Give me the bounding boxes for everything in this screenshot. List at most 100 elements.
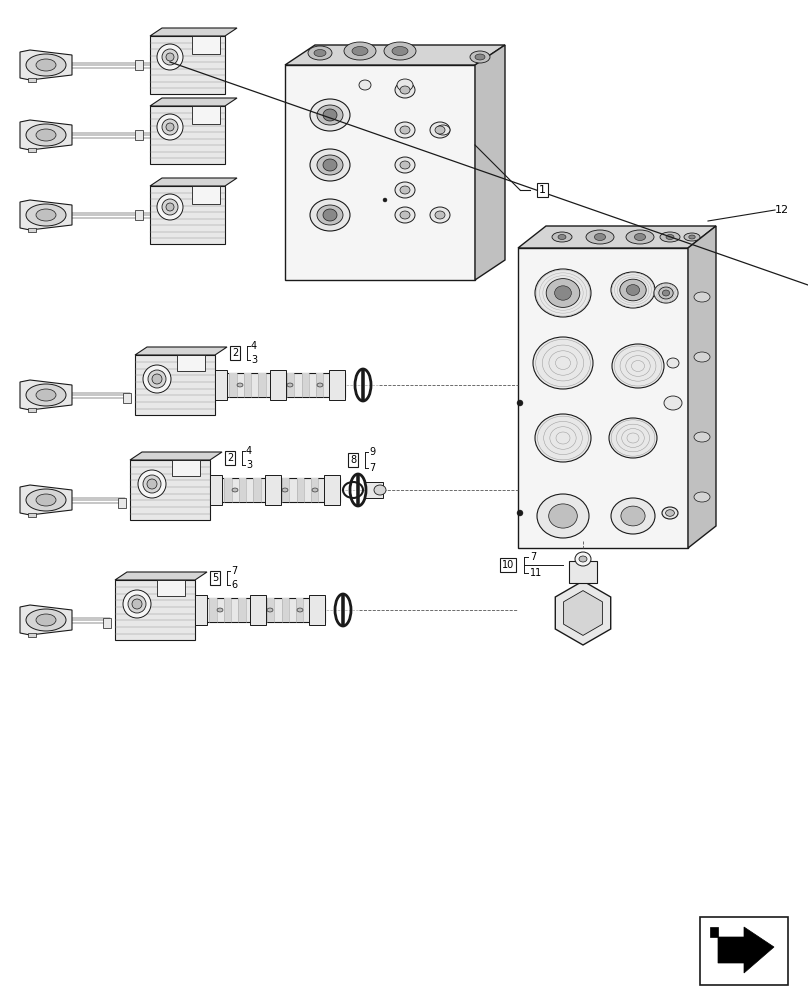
- Polygon shape: [688, 226, 716, 548]
- Bar: [150, 106, 225, 164]
- Ellipse shape: [157, 114, 183, 140]
- Text: 3: 3: [251, 355, 257, 365]
- Text: 2: 2: [232, 348, 238, 358]
- Ellipse shape: [323, 209, 337, 221]
- Bar: [273, 373, 280, 397]
- Ellipse shape: [166, 203, 174, 211]
- Bar: [195, 595, 207, 625]
- Bar: [28, 78, 36, 82]
- Ellipse shape: [470, 51, 490, 63]
- Bar: [103, 618, 111, 628]
- Ellipse shape: [36, 129, 56, 141]
- Ellipse shape: [400, 126, 410, 134]
- Polygon shape: [135, 347, 227, 355]
- Text: 3: 3: [246, 460, 252, 470]
- Polygon shape: [20, 50, 72, 80]
- Polygon shape: [564, 591, 603, 635]
- Ellipse shape: [157, 194, 183, 220]
- Text: 9: 9: [369, 447, 375, 457]
- Ellipse shape: [162, 119, 178, 135]
- Bar: [177, 355, 205, 371]
- Bar: [192, 106, 220, 124]
- Bar: [316, 373, 323, 397]
- Bar: [282, 478, 289, 502]
- Ellipse shape: [517, 510, 523, 516]
- Ellipse shape: [344, 42, 376, 60]
- Bar: [330, 373, 338, 397]
- Ellipse shape: [575, 552, 591, 566]
- Ellipse shape: [626, 285, 640, 295]
- Ellipse shape: [517, 400, 523, 406]
- Bar: [259, 373, 266, 397]
- Polygon shape: [20, 605, 72, 635]
- Bar: [365, 482, 383, 498]
- Ellipse shape: [359, 80, 371, 90]
- Ellipse shape: [310, 199, 350, 231]
- Ellipse shape: [395, 157, 415, 173]
- Ellipse shape: [430, 207, 450, 223]
- Ellipse shape: [663, 290, 670, 296]
- Ellipse shape: [323, 109, 337, 121]
- Bar: [267, 478, 275, 502]
- Ellipse shape: [36, 614, 56, 626]
- Ellipse shape: [609, 418, 657, 458]
- Polygon shape: [150, 178, 237, 186]
- Ellipse shape: [612, 344, 664, 388]
- Ellipse shape: [537, 494, 589, 538]
- Bar: [135, 130, 143, 140]
- Ellipse shape: [147, 479, 157, 489]
- Bar: [224, 598, 231, 622]
- Bar: [285, 65, 475, 280]
- Ellipse shape: [535, 414, 591, 462]
- Ellipse shape: [297, 608, 303, 612]
- Ellipse shape: [546, 279, 580, 307]
- Text: 6: 6: [231, 580, 237, 590]
- Ellipse shape: [435, 126, 445, 134]
- Polygon shape: [20, 380, 72, 410]
- Ellipse shape: [282, 488, 288, 492]
- Bar: [172, 460, 200, 476]
- Ellipse shape: [666, 234, 674, 239]
- Bar: [239, 478, 246, 502]
- Polygon shape: [20, 120, 72, 150]
- Ellipse shape: [287, 383, 293, 387]
- Bar: [195, 598, 325, 622]
- Bar: [130, 460, 210, 520]
- Bar: [238, 598, 246, 622]
- Bar: [282, 598, 289, 622]
- Ellipse shape: [26, 489, 66, 511]
- Bar: [311, 478, 318, 502]
- Ellipse shape: [26, 204, 66, 226]
- Ellipse shape: [475, 54, 485, 60]
- Ellipse shape: [317, 155, 343, 175]
- Text: 4: 4: [246, 446, 252, 456]
- Ellipse shape: [554, 286, 571, 300]
- Ellipse shape: [400, 211, 410, 219]
- Bar: [309, 595, 325, 625]
- Text: 7: 7: [369, 463, 375, 473]
- Ellipse shape: [312, 488, 318, 492]
- Ellipse shape: [317, 383, 323, 387]
- Ellipse shape: [400, 186, 410, 194]
- Ellipse shape: [667, 358, 679, 368]
- Ellipse shape: [694, 292, 710, 302]
- Bar: [28, 513, 36, 517]
- Bar: [118, 498, 126, 508]
- Ellipse shape: [36, 389, 56, 401]
- Ellipse shape: [166, 123, 174, 131]
- Bar: [135, 355, 215, 415]
- Bar: [270, 370, 286, 400]
- Ellipse shape: [323, 159, 337, 171]
- Ellipse shape: [152, 374, 162, 384]
- Bar: [28, 408, 36, 412]
- Bar: [254, 478, 260, 502]
- Ellipse shape: [317, 105, 343, 125]
- Polygon shape: [130, 452, 222, 460]
- Ellipse shape: [660, 232, 680, 242]
- Bar: [115, 580, 195, 640]
- Ellipse shape: [395, 82, 415, 98]
- Ellipse shape: [611, 498, 655, 534]
- Ellipse shape: [123, 590, 151, 618]
- Polygon shape: [555, 581, 611, 645]
- Text: 7: 7: [231, 566, 238, 576]
